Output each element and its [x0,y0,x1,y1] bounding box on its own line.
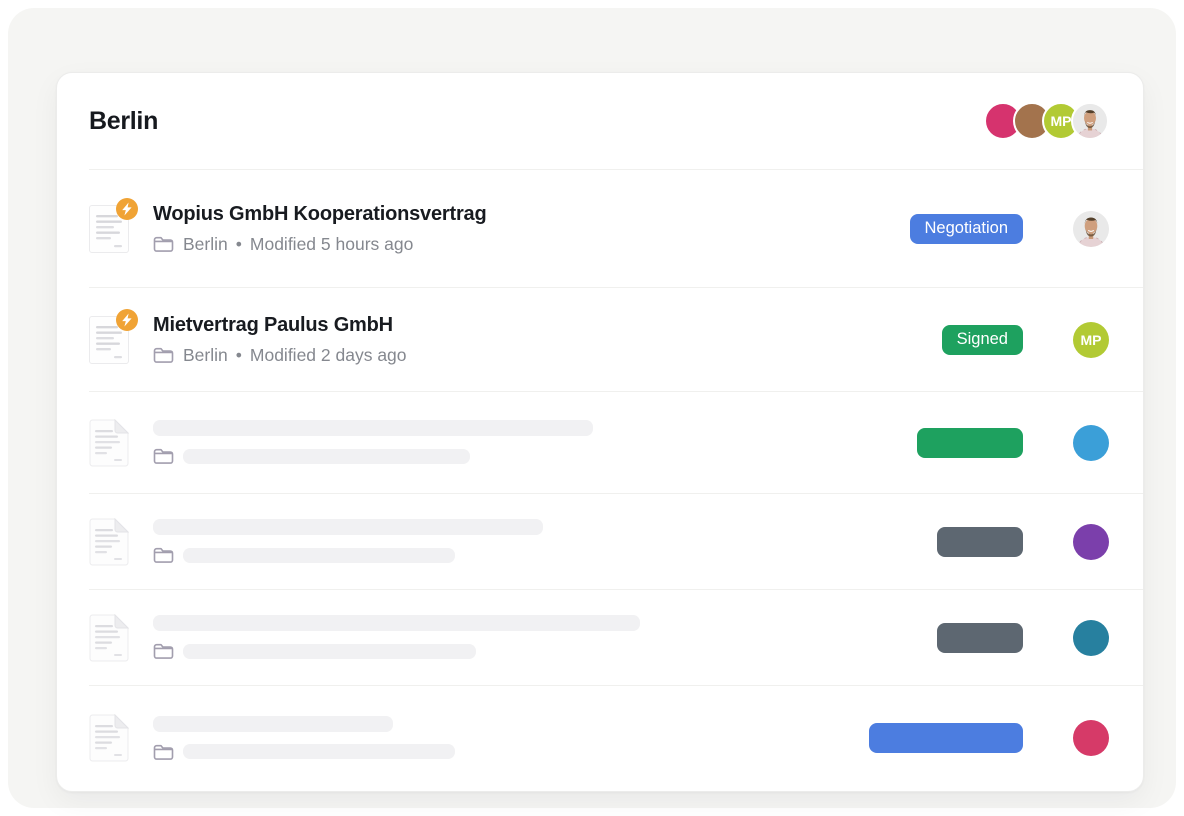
document-meta: Berlin • Modified 2 days ago [153,345,942,366]
document-icon [89,613,129,662]
document-icon [89,418,129,467]
status-badge [869,723,1023,753]
header-divider [89,169,1143,170]
skeleton-title-bar [153,519,543,535]
status-badge [937,622,1023,653]
row-divider [89,685,1143,686]
row-divider [89,493,1143,494]
document-row[interactable]: Wopius GmbH Kooperationsvertrag Berlin •… [57,170,1143,287]
document-icon [89,517,129,566]
document-title: Mietvertrag Paulus GmbH [153,313,393,336]
page-title: Berlin [89,106,159,135]
person-photo-icon [1073,210,1109,247]
skeleton-row [57,392,1143,493]
skeleton-title-bar [153,715,393,732]
header-avatar-photo[interactable] [1071,102,1109,140]
status-badge [937,526,1023,557]
document-title: Wopius GmbH Kooperationsvertrag [153,202,487,225]
document-modified: Modified 2 days ago [249,344,407,365]
row-divider [89,391,1143,392]
header-avatar-stack: MP [984,102,1109,140]
folder-icon [153,346,174,364]
card-header: Berlin MP [57,73,1143,169]
assignee-avatar[interactable] [1073,210,1109,247]
folder-icon [153,235,174,253]
document-location: Berlin [183,344,228,365]
folder-icon [153,743,174,761]
lightning-badge-icon [116,308,138,331]
app-background: Berlin MP [8,8,1176,808]
document-icon [89,308,138,364]
folder-icon [153,447,174,465]
row-divider [89,287,1143,288]
skeleton-title-bar [153,420,593,436]
document-icon [89,714,129,762]
skeleton-meta-bar [183,547,455,563]
person-photo-icon [1073,104,1107,138]
document-modified: Modified 5 hours ago [249,233,414,254]
row-divider [89,589,1143,590]
skeleton-title-bar [153,615,640,631]
document-location: Berlin [183,233,228,254]
document-row[interactable]: Mietvertrag Paulus GmbH Berlin • Modifie… [57,288,1143,391]
meta-separator: • [235,344,242,365]
skeleton-row [57,494,1143,589]
documents-card: Berlin MP [56,72,1144,792]
skeleton-meta-bar [183,744,455,759]
status-badge[interactable]: Negotiation [909,213,1023,244]
status-badge[interactable]: Signed [941,324,1023,355]
status-badge [917,427,1023,458]
skeleton-row [57,590,1143,685]
folder-icon [153,546,174,564]
assignee-avatar [1073,424,1109,461]
skeleton-meta-bar [183,448,470,464]
assignee-avatar [1073,720,1109,756]
meta-separator: • [235,233,242,254]
document-meta: Berlin • Modified 5 hours ago [153,234,910,255]
assignee-avatar[interactable]: MP [1073,321,1109,358]
document-icon [89,197,138,253]
folder-icon [153,642,174,660]
assignee-avatar [1073,523,1109,560]
skeleton-meta-bar [183,643,476,659]
assignee-avatar [1073,619,1109,656]
skeleton-row [57,686,1143,790]
lightning-badge-icon [116,197,138,220]
